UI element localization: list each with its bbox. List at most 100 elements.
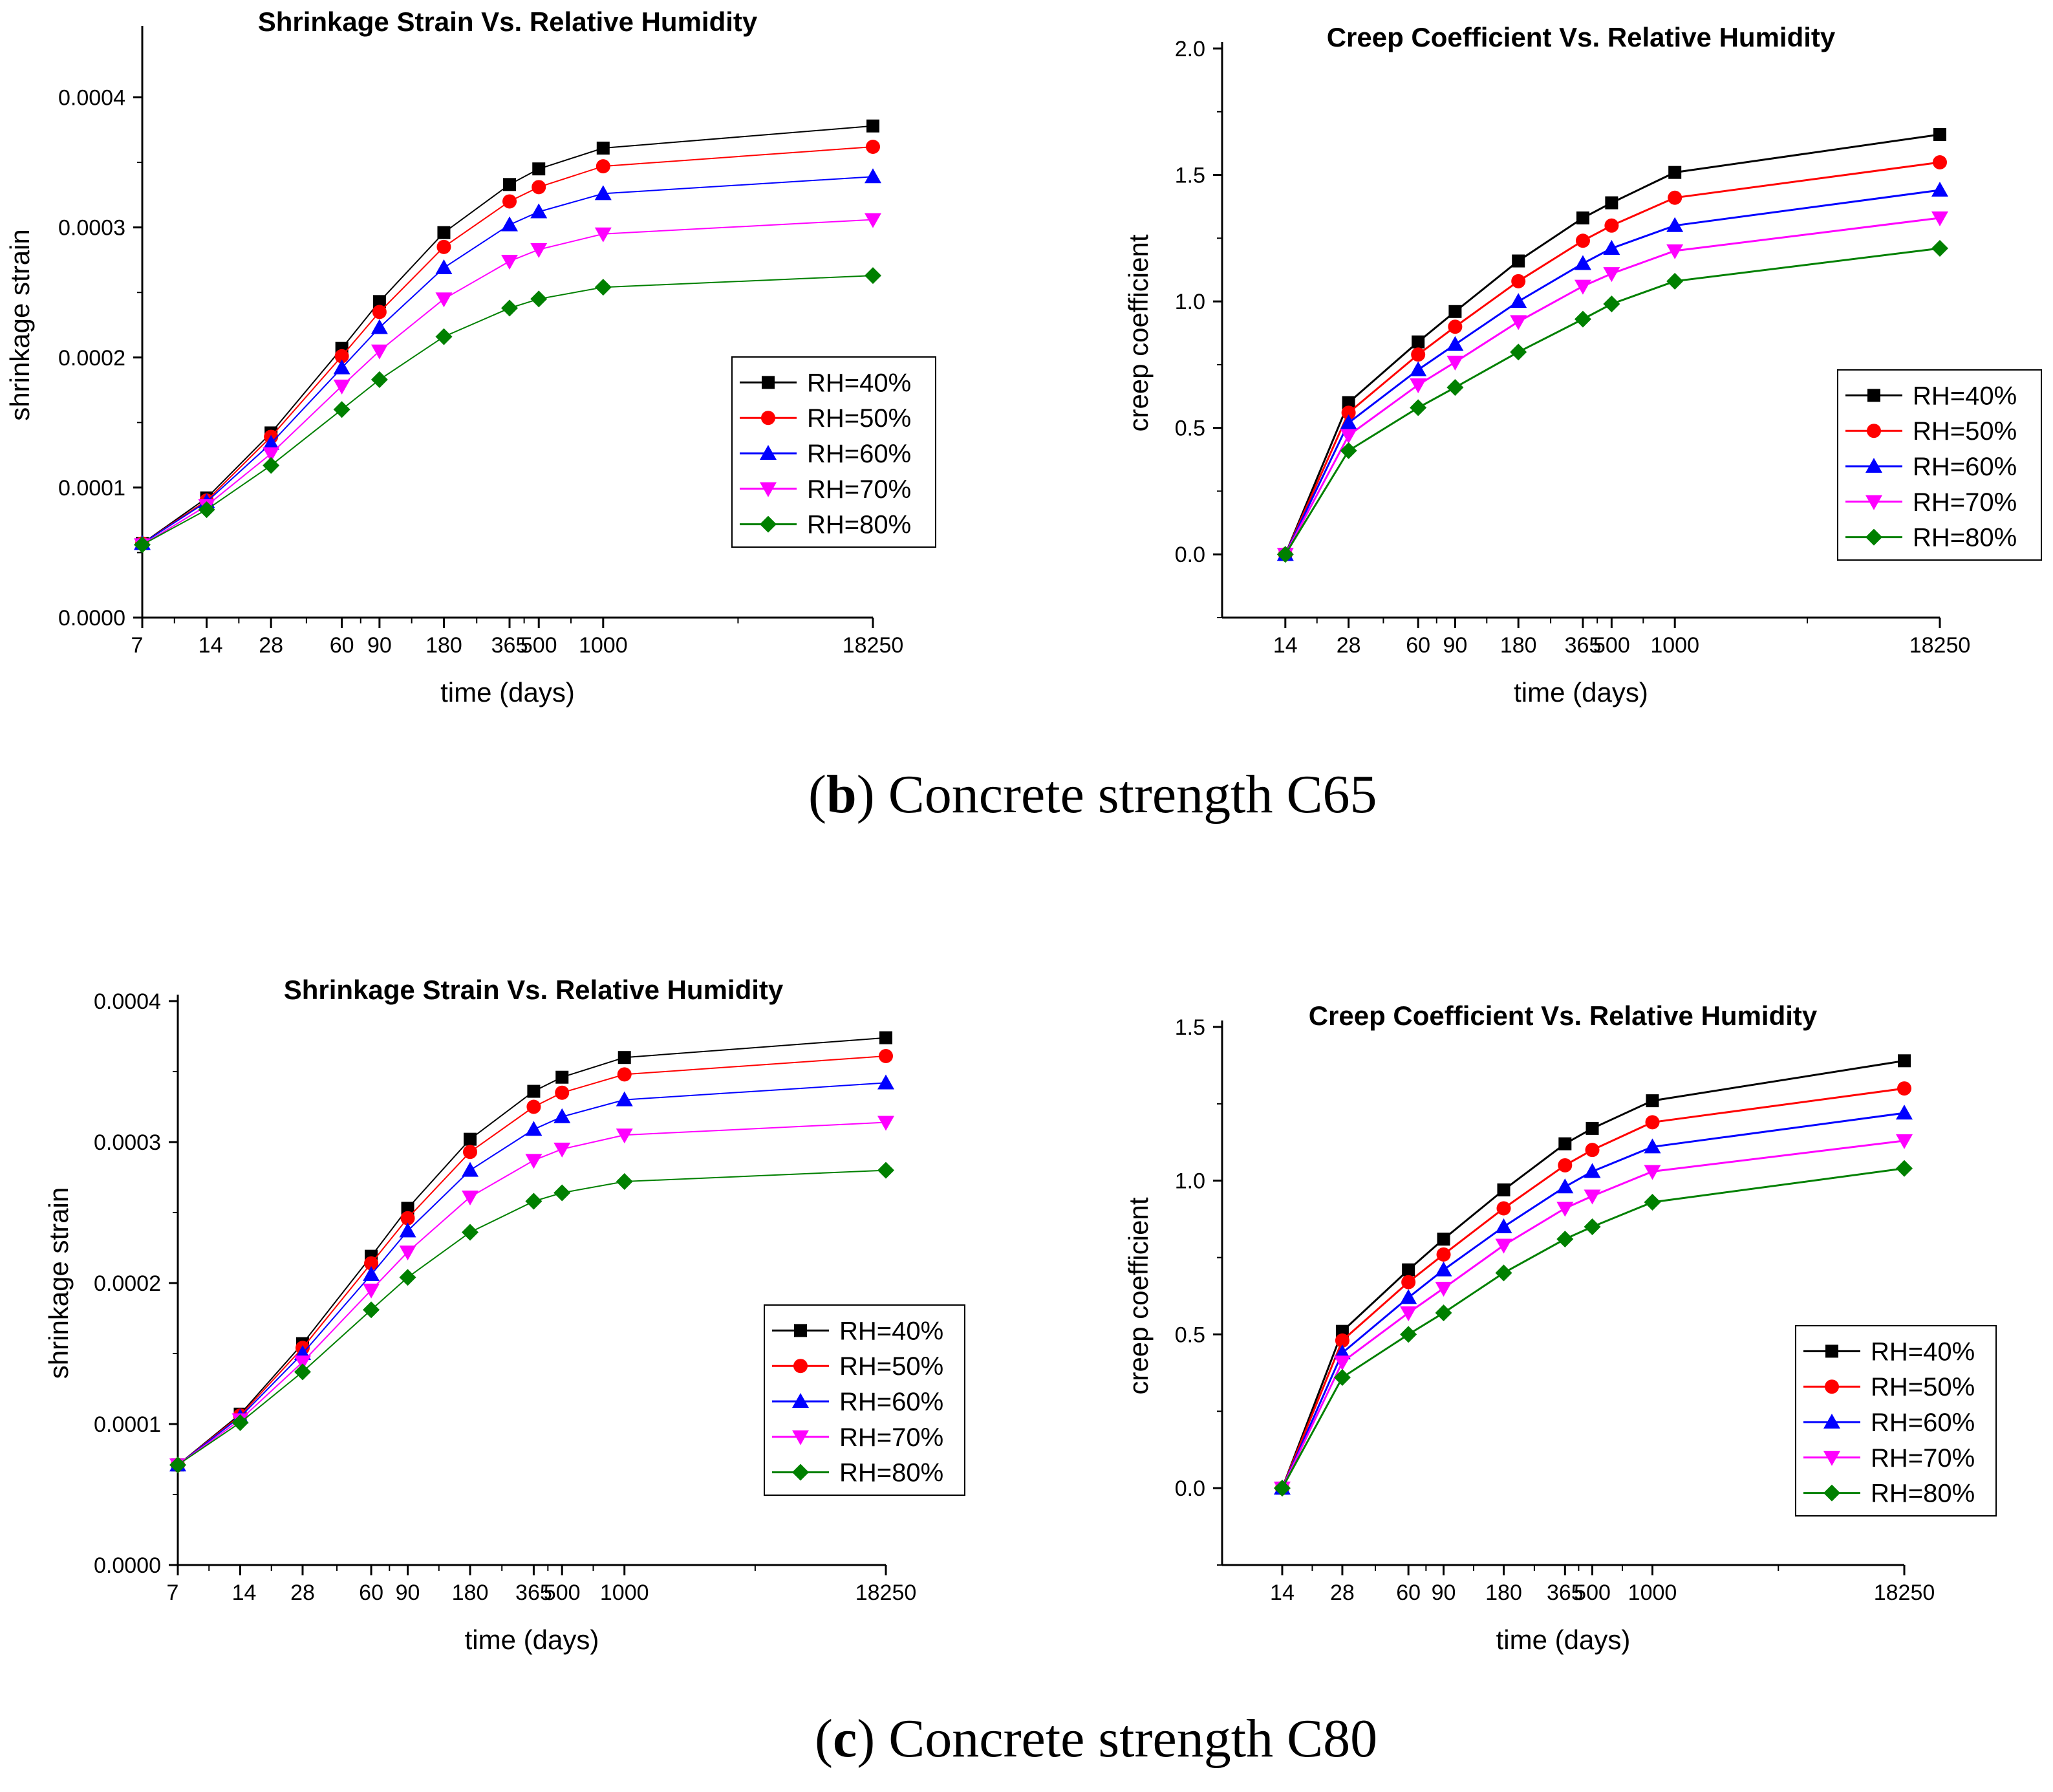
x-tick-label: 60 <box>359 1581 383 1605</box>
legend-marker <box>1865 495 1882 510</box>
data-point <box>616 1173 633 1191</box>
data-point <box>334 349 349 363</box>
data-point <box>616 1091 633 1107</box>
data-point <box>594 227 612 243</box>
data-point <box>435 328 453 345</box>
legend-marker <box>1823 1414 1840 1429</box>
data-point <box>1585 1143 1600 1158</box>
data-point <box>1558 1158 1573 1172</box>
data-point <box>1410 378 1427 394</box>
legend-label: RH=40% <box>807 369 911 397</box>
data-point <box>865 168 881 184</box>
data-point <box>1497 1183 1510 1196</box>
y-axis-label: shrinkage strain <box>43 1187 74 1379</box>
data-point <box>1446 379 1464 396</box>
data-point <box>1495 1218 1512 1234</box>
data-point <box>503 178 517 191</box>
data-point <box>1603 296 1620 313</box>
data-point <box>1448 319 1463 334</box>
data-point <box>1556 1231 1574 1248</box>
legend: RH=40% RH=50% RH=60% RH=70% RH=80% <box>1795 1325 1997 1517</box>
data-point <box>1340 429 1357 444</box>
data-point <box>877 1161 894 1179</box>
x-tick-label: 14 <box>1273 633 1298 658</box>
data-point <box>594 279 612 296</box>
legend-label: RH=50% <box>1871 1373 1975 1401</box>
data-point <box>596 159 610 174</box>
data-point <box>1446 336 1464 351</box>
series-line <box>177 1169 887 1466</box>
y-tick-label: 0.0003 <box>94 1130 161 1155</box>
legend-label: RH=50% <box>1913 417 2017 446</box>
x-tick-label: 18250 <box>1874 1581 1935 1605</box>
x-tick-label: 90 <box>367 633 392 658</box>
data-point <box>1933 155 1947 169</box>
data-point <box>1341 405 1356 420</box>
data-point <box>1446 355 1464 371</box>
x-axis-label: time (days) <box>1514 677 1648 707</box>
data-point <box>532 162 546 176</box>
series-line <box>177 1055 887 1465</box>
data-point <box>1576 211 1589 225</box>
x-tick-label: 60 <box>330 633 354 658</box>
x-tick-label: 18250 <box>855 1581 917 1605</box>
x-tick-label: 365 <box>1565 633 1602 658</box>
x-tick-label: 14 <box>232 1581 257 1605</box>
data-point <box>435 292 453 308</box>
data-point <box>1340 442 1357 459</box>
data-point <box>1340 414 1357 429</box>
data-point <box>530 203 548 219</box>
legend-marker <box>1825 1379 1839 1394</box>
data-point <box>463 1145 478 1160</box>
y-tick-label: 0.0 <box>1175 543 1205 567</box>
series-RH=80% <box>1273 1160 1913 1497</box>
y-axis-label: creep coefficient <box>1123 1197 1154 1394</box>
data-point <box>231 1414 249 1431</box>
data-point <box>1668 166 1682 179</box>
y-tick-label: 1.5 <box>1175 1015 1205 1040</box>
x-tick-label: 500 <box>1574 1581 1611 1605</box>
data-point <box>400 1211 415 1225</box>
data-point <box>877 1116 894 1131</box>
data-point <box>1603 239 1620 255</box>
data-point <box>1585 1121 1599 1135</box>
series-RH=80% <box>1276 239 1948 563</box>
x-tick-label: 500 <box>521 633 557 658</box>
series-line <box>177 1121 887 1466</box>
y-tick-label: 0.0003 <box>58 216 125 241</box>
series-RH=70% <box>1273 1134 1913 1497</box>
data-point <box>371 344 388 360</box>
data-point <box>169 1456 186 1474</box>
y-tick-label: 0.0004 <box>94 989 161 1014</box>
data-point <box>1412 335 1425 349</box>
data-point <box>399 1246 416 1261</box>
data-point <box>501 299 519 317</box>
data-point <box>1558 1137 1572 1150</box>
y-tick-label: 1.0 <box>1175 290 1205 314</box>
legend-marker <box>1823 1451 1840 1466</box>
y-axis-label: creep coefficient <box>1123 234 1154 431</box>
data-point <box>1933 127 1946 141</box>
data-point <box>333 401 350 418</box>
series-RH=50% <box>135 139 880 551</box>
legend-label: RH=60% <box>1913 453 2017 481</box>
legend-marker <box>1865 528 1882 546</box>
x-tick-label: 1000 <box>579 633 628 658</box>
legend-marker <box>1825 1344 1838 1358</box>
data-point <box>530 243 548 258</box>
data-point <box>1644 1165 1661 1180</box>
data-point <box>1333 1344 1351 1359</box>
x-tick-label: 14 <box>199 633 223 658</box>
data-point <box>554 1142 571 1158</box>
data-point <box>1931 182 1948 197</box>
legend-label: RH=80% <box>1913 524 2017 552</box>
legend-marker <box>760 482 777 497</box>
x-tick-label: 60 <box>1406 633 1430 658</box>
legend: RH=40% RH=50% RH=60% RH=70% RH=80% <box>764 1304 965 1496</box>
y-tick-label: 0.0001 <box>58 476 125 501</box>
data-point <box>501 216 519 232</box>
x-tick-label: 365 <box>491 633 528 658</box>
data-point <box>399 1269 416 1286</box>
data-point <box>594 185 612 200</box>
y-tick-label: 0.0002 <box>94 1271 161 1296</box>
